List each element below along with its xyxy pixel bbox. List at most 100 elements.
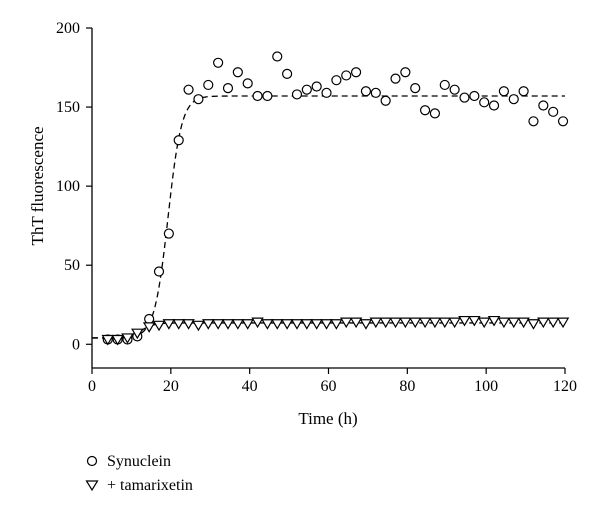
data-point-synuclein bbox=[518, 86, 529, 97]
data-point-synuclein bbox=[360, 86, 372, 97]
data-point-tamarixetin bbox=[389, 317, 402, 329]
x-tick-label: 100 bbox=[474, 378, 498, 395]
data-point-tamarixetin bbox=[290, 319, 304, 330]
data-point-tamarixetin bbox=[399, 317, 412, 329]
data-point-synuclein bbox=[380, 95, 391, 106]
data-point-synuclein bbox=[252, 90, 263, 102]
data-point-tamarixetin bbox=[379, 317, 392, 329]
data-point-synuclein bbox=[291, 89, 303, 100]
x-tick-label: 20 bbox=[163, 378, 179, 395]
data-point-tamarixetin bbox=[231, 319, 245, 330]
data-point-tamarixetin bbox=[172, 319, 185, 330]
data-point-tamarixetin bbox=[330, 319, 343, 330]
data-point-tamarixetin bbox=[546, 317, 560, 329]
data-point-tamarixetin bbox=[111, 334, 124, 346]
data-point-synuclein bbox=[153, 266, 165, 277]
legend: Synuclein + tamarixetin bbox=[85, 453, 193, 494]
data-point-tamarixetin bbox=[418, 317, 432, 329]
data-point-tamarixetin bbox=[408, 317, 422, 329]
data-point-synuclein bbox=[508, 94, 519, 105]
data-point-synuclein bbox=[400, 67, 411, 78]
y-axis-title: ThT fluorescence bbox=[28, 126, 47, 245]
fit-lines bbox=[91, 95, 565, 339]
data-point-synuclein bbox=[410, 82, 421, 94]
data-point-tamarixetin bbox=[458, 315, 471, 327]
data-point-tamarixetin bbox=[320, 319, 333, 330]
legend-marker-circle bbox=[86, 455, 98, 467]
data-point-tamarixetin bbox=[448, 317, 461, 329]
data-point-synuclein bbox=[232, 67, 243, 78]
data-point-synuclein bbox=[183, 84, 194, 95]
data-point-tamarixetin bbox=[101, 334, 115, 346]
data-point-synuclein bbox=[331, 75, 342, 86]
y-tick-label: 50 bbox=[64, 257, 80, 274]
data-point-tamarixetin bbox=[477, 317, 491, 329]
data-point-synuclein bbox=[479, 97, 490, 108]
data-point-tamarixetin bbox=[131, 328, 144, 340]
x-tick-label: 80 bbox=[399, 378, 415, 395]
data-point-synuclein bbox=[242, 78, 253, 89]
legend-label-tamarixetin: + tamarixetin bbox=[107, 477, 193, 494]
y-tick-label: 100 bbox=[56, 178, 80, 195]
data-point-tamarixetin bbox=[517, 317, 530, 329]
data-point-tamarixetin bbox=[497, 317, 511, 329]
data-point-synuclein bbox=[341, 70, 352, 81]
data-point-tamarixetin bbox=[192, 320, 205, 332]
data-point-tamarixetin bbox=[280, 319, 294, 330]
data-point-synuclein bbox=[222, 82, 234, 94]
data-point-synuclein bbox=[459, 92, 470, 103]
data-point-tamarixetin bbox=[241, 319, 254, 330]
data-point-tamarixetin bbox=[537, 317, 550, 329]
data-point-tamarixetin bbox=[438, 317, 452, 329]
data-point-tamarixetin bbox=[182, 319, 195, 330]
data-point-tamarixetin bbox=[271, 319, 284, 330]
data-point-tamarixetin bbox=[468, 315, 481, 327]
data-point-synuclein bbox=[390, 73, 401, 84]
data-point-tamarixetin bbox=[221, 319, 235, 330]
data-point-synuclein bbox=[419, 105, 431, 116]
x-tick-label: 40 bbox=[242, 378, 258, 395]
y-tick-label: 150 bbox=[56, 99, 80, 116]
data-point-synuclein bbox=[301, 84, 312, 95]
fit-curve-0 bbox=[92, 95, 565, 339]
data-point-synuclein bbox=[311, 81, 322, 92]
data-point-synuclein bbox=[163, 228, 174, 239]
x-axis-title: Time (h) bbox=[298, 409, 357, 428]
data-point-synuclein bbox=[488, 100, 500, 111]
data-point-tamarixetin bbox=[527, 319, 540, 330]
data-point-synuclein bbox=[350, 67, 362, 78]
data-point-synuclein bbox=[213, 57, 224, 68]
y-tick-label: 0 bbox=[72, 336, 80, 353]
data-point-synuclein bbox=[449, 84, 460, 95]
data-point-synuclein bbox=[429, 108, 441, 119]
data-point-synuclein bbox=[203, 79, 214, 91]
data-point-tamarixetin bbox=[251, 317, 264, 329]
data-point-tamarixetin bbox=[202, 319, 215, 330]
data-point-tamarixetin bbox=[211, 319, 225, 330]
data-point-synuclein bbox=[282, 68, 293, 79]
data-point-tamarixetin bbox=[142, 322, 156, 333]
legend-label-synuclein: Synuclein bbox=[107, 453, 171, 470]
data-point-tamarixetin bbox=[359, 319, 373, 330]
data-point-tamarixetin bbox=[300, 319, 314, 330]
x-tick-label: 120 bbox=[553, 378, 577, 395]
data-point-tamarixetin bbox=[507, 317, 521, 329]
data-point-synuclein bbox=[370, 87, 381, 98]
data-point-tamarixetin bbox=[369, 317, 383, 329]
x-tick-label: 60 bbox=[321, 378, 337, 395]
legend-item-tamarixetin: + tamarixetin bbox=[85, 477, 193, 494]
data-point-tamarixetin bbox=[121, 333, 134, 344]
data-point-tamarixetin bbox=[349, 317, 363, 329]
y-axis-ticks: 0 50 100 150 200 bbox=[56, 20, 92, 353]
markers bbox=[101, 51, 570, 346]
data-point-synuclein bbox=[144, 313, 155, 325]
data-point-tamarixetin bbox=[428, 317, 442, 329]
data-point-tamarixetin bbox=[261, 319, 274, 330]
data-point-synuclein bbox=[173, 135, 184, 146]
data-point-tamarixetin bbox=[339, 317, 353, 329]
data-point-synuclein bbox=[272, 51, 283, 62]
data-point-tamarixetin bbox=[162, 319, 176, 330]
data-point-synuclein bbox=[439, 79, 450, 91]
data-point-tamarixetin bbox=[152, 320, 166, 332]
